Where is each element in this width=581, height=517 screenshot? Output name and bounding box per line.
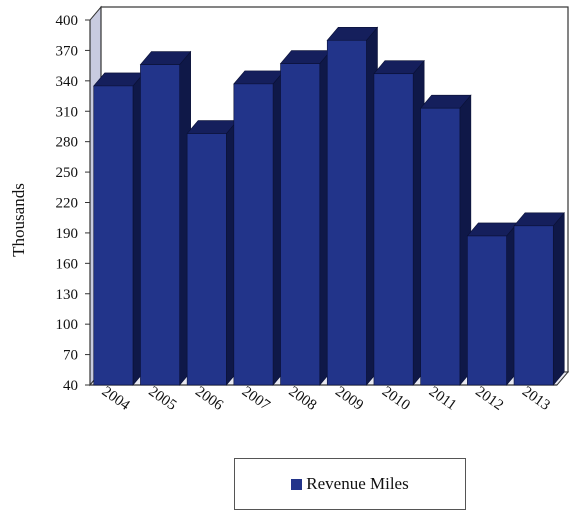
y-tick-label: 340: [56, 74, 79, 90]
bar: [93, 85, 134, 386]
legend-swatch: [291, 478, 303, 490]
y-axis-ticks: 40 70 100 130 160 190 220 250 280 310 340 370 400: [56, 13, 90, 394]
bar: [467, 235, 507, 386]
y-tick-label: 310: [56, 104, 79, 120]
bar: [280, 63, 321, 386]
legend-label: Revenue Miles: [306, 474, 409, 493]
y-tick-label: 280: [56, 135, 79, 151]
y-tick-label: 400: [56, 13, 79, 29]
y-tick-label: 130: [56, 287, 79, 303]
y-tick-label: 250: [56, 165, 79, 181]
bar: [420, 107, 461, 386]
bar: [233, 83, 274, 386]
x-tick-label: 2011: [426, 384, 459, 414]
x-tick-label: 2007: [239, 384, 273, 415]
x-tick-label: 2005: [145, 384, 179, 414]
bar: [140, 64, 180, 386]
y-tick-label: 370: [56, 43, 79, 59]
y-tick-label: 220: [56, 196, 79, 212]
x-tick-label: 2012: [472, 384, 506, 414]
y-tick-label: 160: [56, 256, 79, 272]
bar: [373, 73, 414, 386]
bar: [326, 39, 367, 386]
x-tick-label: 2008: [286, 384, 320, 414]
y-tick-label: 70: [63, 348, 78, 364]
x-tick-label: 2006: [192, 384, 226, 415]
legend: Revenue Miles: [234, 458, 466, 510]
x-tick-label: 2009: [332, 384, 366, 414]
x-tick-label: 2013: [519, 384, 553, 414]
x-tick-label: 2010: [379, 384, 413, 414]
bar: [513, 225, 554, 386]
x-axis-ticks: 2004 2005 2006 2007 2008 2009 2010 2011 2012 2013: [99, 384, 553, 415]
y-axis-label: Thousands: [9, 183, 28, 257]
bar-side: [552, 212, 565, 386]
bars: [93, 26, 565, 386]
bar: [186, 133, 227, 386]
y-tick-label: 100: [56, 317, 79, 333]
y-tick-label: 190: [56, 226, 79, 242]
x-tick-label: 2004: [99, 384, 133, 415]
y-tick-label: 40: [63, 378, 78, 394]
